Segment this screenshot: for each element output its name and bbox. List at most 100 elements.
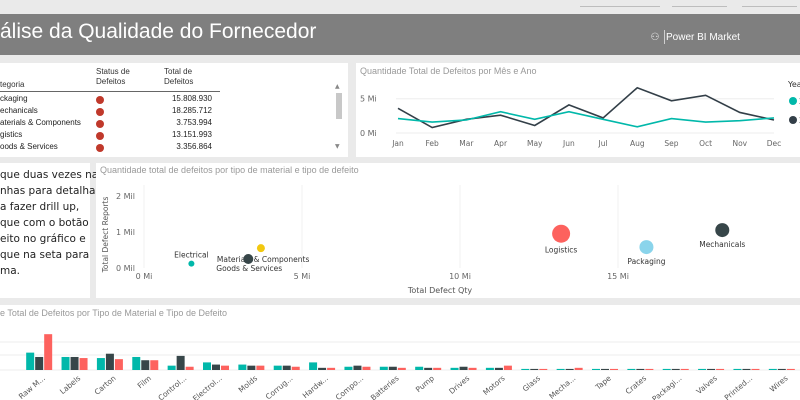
y-axis-label: Total Defect Reports xyxy=(101,197,110,274)
bar[interactable] xyxy=(282,365,291,370)
bar[interactable] xyxy=(362,366,371,370)
bar[interactable] xyxy=(733,368,742,370)
bar[interactable] xyxy=(114,359,123,370)
x-tick-label: 0 Mi xyxy=(136,272,153,281)
scatter-chart: 0 Mil 1 Mil 2 Mil 0 Mi 5 Mi 10 Mi 15 Mi Total D… xyxy=(101,185,745,295)
bar[interactable] xyxy=(327,367,336,370)
bar[interactable] xyxy=(777,368,786,370)
bar[interactable] xyxy=(70,356,79,370)
bar[interactable] xyxy=(44,334,53,370)
bar[interactable] xyxy=(742,368,751,370)
bar[interactable] xyxy=(150,360,159,370)
bar[interactable] xyxy=(565,368,574,370)
bar[interactable] xyxy=(221,365,229,370)
table-scrollbar[interactable]: ▲ ▼ xyxy=(335,81,342,151)
bar[interactable] xyxy=(503,365,512,370)
scatter-point[interactable] xyxy=(243,253,254,264)
bar[interactable] xyxy=(79,358,88,370)
bar[interactable] xyxy=(610,368,618,370)
bar[interactable] xyxy=(459,366,468,370)
scatter-point[interactable] xyxy=(639,240,654,255)
bar[interactable] xyxy=(212,364,220,370)
status-indicator xyxy=(96,120,104,128)
top-strip xyxy=(0,0,800,14)
info-text: que duas vezes nas nhas para detalhar. a f… xyxy=(0,167,104,279)
bar[interactable] xyxy=(185,366,194,370)
bar[interactable] xyxy=(751,368,760,370)
bar[interactable] xyxy=(530,368,539,370)
bar[interactable] xyxy=(786,368,795,370)
point-label: Mechanicals xyxy=(699,240,745,249)
bar[interactable] xyxy=(26,352,35,370)
bar-chart-title: e Total de Defeitos por Tipo de Material… xyxy=(0,308,227,318)
table-row[interactable]: oods & Services 3.356.864 xyxy=(0,142,220,154)
scatter-point[interactable] xyxy=(552,224,571,243)
bar[interactable] xyxy=(662,368,671,370)
x-tick-label: Jul xyxy=(598,139,608,148)
col-header-status[interactable]: Status de Defeitos xyxy=(96,67,130,86)
bar[interactable] xyxy=(61,356,70,370)
bar[interactable] xyxy=(238,364,247,370)
bar[interactable] xyxy=(698,368,707,370)
bar[interactable] xyxy=(494,367,503,370)
legend-marker[interactable] xyxy=(789,97,797,105)
bar[interactable] xyxy=(141,360,150,370)
scatter-point[interactable] xyxy=(715,223,730,238)
bar[interactable] xyxy=(256,365,265,370)
bar[interactable] xyxy=(132,356,141,370)
series-line-1[interactable] xyxy=(397,110,775,128)
bar[interactable] xyxy=(353,365,362,370)
bar[interactable] xyxy=(556,368,565,370)
col-header-category[interactable]: tegoria xyxy=(0,80,25,89)
legend-marker[interactable] xyxy=(789,116,797,124)
bar[interactable] xyxy=(574,367,583,370)
table-row[interactable]: gistics 13.151.993 xyxy=(0,130,220,142)
bar[interactable] xyxy=(707,368,716,370)
bar[interactable] xyxy=(671,368,680,370)
bar[interactable] xyxy=(627,368,636,370)
bar[interactable] xyxy=(247,365,256,370)
bar[interactable] xyxy=(424,367,433,370)
bar[interactable] xyxy=(433,367,442,370)
bar[interactable] xyxy=(105,353,114,370)
bar[interactable] xyxy=(273,365,282,370)
bar[interactable] xyxy=(379,366,388,370)
table-row[interactable]: ckaging 15.808.930 xyxy=(0,94,220,106)
table-row[interactable]: echanicals 18.285.712 xyxy=(0,106,220,118)
bar[interactable] xyxy=(636,368,645,370)
bar[interactable] xyxy=(203,362,211,370)
y-tick-label: 0 Mil xyxy=(116,264,135,273)
bar[interactable] xyxy=(291,366,300,370)
bar[interactable] xyxy=(601,368,609,370)
bar[interactable] xyxy=(397,367,406,370)
bar[interactable] xyxy=(415,366,424,370)
info-text-line: ma. xyxy=(0,265,21,277)
col-header-total[interactable]: Total de Defeitos xyxy=(164,67,194,86)
info-text-line: que duas vezes nas xyxy=(0,169,104,181)
bar[interactable] xyxy=(176,355,185,370)
scatter-point[interactable] xyxy=(256,244,265,253)
bar[interactable] xyxy=(485,367,494,370)
table-row[interactable]: aterials & Components 3.753.994 xyxy=(0,118,220,130)
scrollbar-thumb[interactable] xyxy=(336,93,342,119)
bar[interactable] xyxy=(167,365,176,370)
bar[interactable] xyxy=(388,366,397,370)
scatter-point[interactable] xyxy=(188,260,195,267)
bar[interactable] xyxy=(318,367,327,370)
bar[interactable] xyxy=(309,362,318,370)
brand-link[interactable]: ⚇ Power BI Market xyxy=(648,32,740,43)
bar[interactable] xyxy=(96,358,105,370)
row-category: ckaging xyxy=(0,94,28,103)
bar[interactable] xyxy=(344,366,353,370)
bar[interactable] xyxy=(768,368,777,370)
bar[interactable] xyxy=(468,367,477,370)
bar[interactable] xyxy=(680,368,689,370)
y-tick-label: 0 Mi xyxy=(360,129,377,138)
bar[interactable] xyxy=(450,367,459,370)
bar[interactable] xyxy=(539,368,548,370)
bar[interactable] xyxy=(592,368,600,370)
bar[interactable] xyxy=(521,368,530,370)
bar[interactable] xyxy=(645,368,654,370)
bar[interactable] xyxy=(716,368,725,370)
bar[interactable] xyxy=(35,356,44,370)
